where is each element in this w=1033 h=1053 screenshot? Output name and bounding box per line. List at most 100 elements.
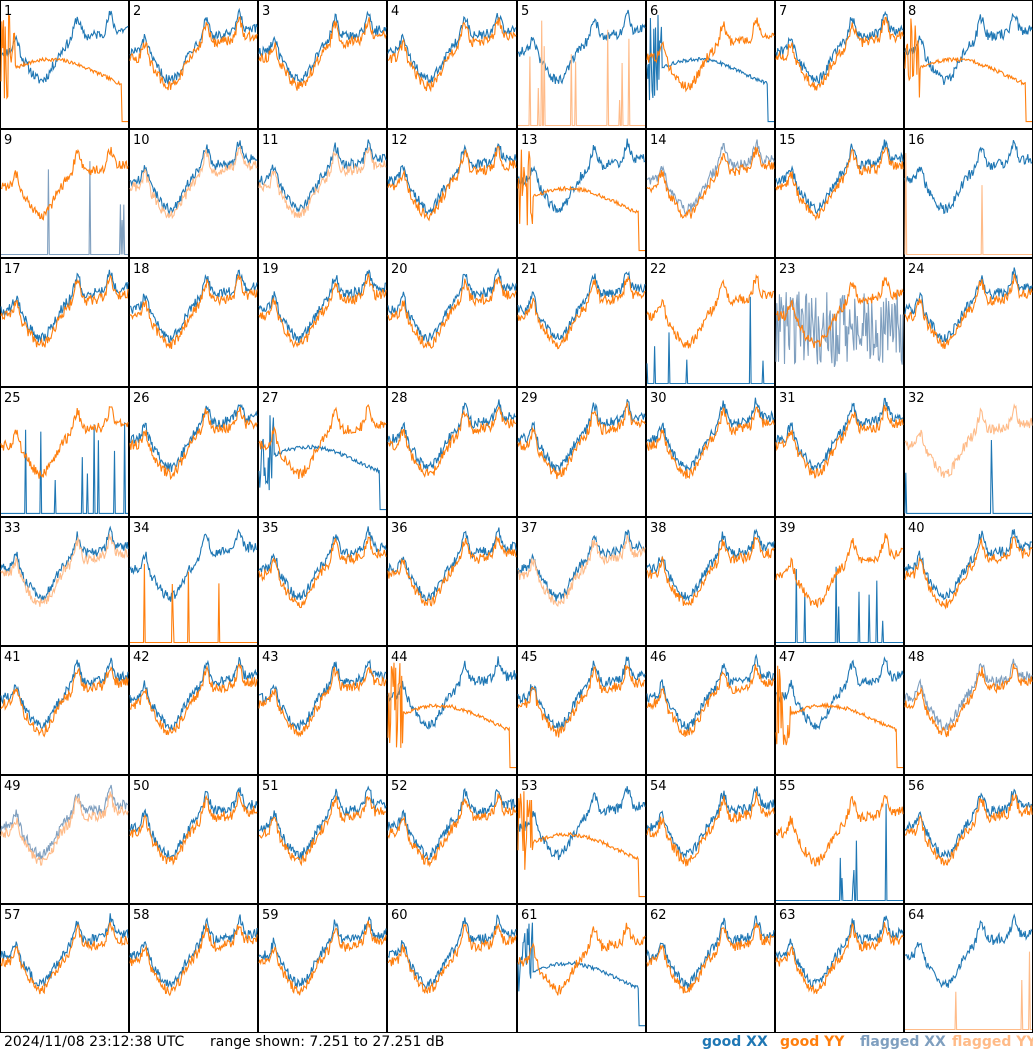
panel-12: 12 <box>387 129 517 258</box>
series-yy <box>646 146 775 219</box>
panel-41: 41 <box>0 646 129 775</box>
panel-23: 23 <box>775 258 904 387</box>
panel-54: 54 <box>646 775 775 904</box>
series-xx <box>129 140 258 216</box>
series-yy <box>646 406 775 480</box>
series-yy <box>775 533 904 609</box>
panel-43: 43 <box>258 646 387 775</box>
series-yy <box>0 146 129 221</box>
panel-label: 55 <box>779 779 796 794</box>
series-yy <box>517 791 645 898</box>
series-xx <box>646 397 775 471</box>
series-yy <box>904 152 1032 256</box>
panel-11: 11 <box>258 129 387 258</box>
series-yy <box>258 17 387 91</box>
series-yy <box>775 794 904 867</box>
panel-frame <box>775 129 904 258</box>
series-yy <box>387 406 517 478</box>
series-yy <box>517 922 646 996</box>
panel-frame <box>646 646 775 775</box>
series-yy <box>904 536 1033 610</box>
panel-frame <box>904 387 1033 517</box>
panel-10: 10 <box>129 129 258 258</box>
panel-label: 6 <box>650 4 658 19</box>
panel-label: 11 <box>262 133 279 148</box>
panel-47: 47 <box>775 646 904 775</box>
panel-frame <box>646 904 775 1033</box>
series-yy <box>129 923 258 997</box>
panel-label: 26 <box>133 391 150 406</box>
panel-label: 21 <box>521 262 538 277</box>
panel-label: 13 <box>521 133 538 148</box>
panel-56: 56 <box>904 775 1033 904</box>
panel-63: 63 <box>775 904 904 1033</box>
panel-frame <box>129 258 258 387</box>
panel-frame <box>517 258 646 387</box>
series-xx <box>387 787 517 862</box>
panel-13: 13 <box>517 129 646 258</box>
panel-label: 52 <box>391 779 408 794</box>
legend-flagged-xx: flagged XX <box>860 1034 946 1050</box>
series-xx <box>904 658 1033 732</box>
series-xx <box>129 528 258 602</box>
panel-label: 39 <box>779 521 796 536</box>
panel-3: 3 <box>258 0 387 129</box>
series-yy <box>518 20 645 127</box>
panel-1: 1 <box>0 0 129 129</box>
panel-frame <box>258 775 387 904</box>
panel-5: 5 <box>517 0 646 129</box>
panel-20: 20 <box>387 258 517 387</box>
series-xx <box>517 9 646 85</box>
panel-19: 19 <box>258 258 387 387</box>
panel-label: 61 <box>521 908 538 923</box>
panel-label: 17 <box>4 262 21 277</box>
legend-good-yy: good YY <box>780 1034 845 1050</box>
series-xx <box>904 12 1033 86</box>
panel-24: 24 <box>904 258 1033 387</box>
panel-60: 60 <box>387 904 517 1033</box>
panel-label: 19 <box>262 262 279 277</box>
panel-64: 64 <box>904 904 1033 1033</box>
series-yy <box>646 537 775 606</box>
range-text: range shown: 7.251 to 27.251 dB <box>210 1034 445 1050</box>
series-yy <box>905 951 1032 1031</box>
series-yy <box>646 17 775 93</box>
series-yy <box>258 795 387 867</box>
series-yy <box>517 535 646 607</box>
series-xx <box>517 786 646 861</box>
series-yy <box>775 16 904 91</box>
panel-2: 2 <box>129 0 258 129</box>
series-xx <box>1 161 128 256</box>
panel-label: 30 <box>650 391 667 406</box>
panel-37: 37 <box>517 517 646 646</box>
panel-label: 23 <box>779 262 796 277</box>
series-yy <box>130 563 257 644</box>
panel-frame <box>904 258 1033 387</box>
series-yy <box>387 145 517 222</box>
series-xx <box>0 784 129 860</box>
panel-frame <box>0 904 129 1033</box>
series-yy <box>904 18 1032 123</box>
panel-label: 34 <box>133 521 150 536</box>
panel-label: 43 <box>262 650 279 665</box>
panel-label: 25 <box>4 391 21 406</box>
series-xx <box>775 397 904 471</box>
panel-frame <box>646 258 775 387</box>
panel-frame <box>387 904 517 1033</box>
panel-4: 4 <box>387 0 517 129</box>
panel-26: 26 <box>129 387 258 517</box>
panel-frame <box>775 387 904 517</box>
panel-label: 2 <box>133 4 141 19</box>
panel-label: 42 <box>133 650 150 665</box>
panel-52: 52 <box>387 775 517 904</box>
timestamp: 2024/11/08 23:12:38 UTC <box>4 1034 185 1050</box>
panel-8: 8 <box>904 0 1033 129</box>
panel-label: 54 <box>650 779 667 794</box>
footer: 2024/11/08 23:12:38 UTC range shown: 7.2… <box>0 1033 1033 1053</box>
panel-frame <box>646 517 775 646</box>
panel-frame <box>387 258 517 387</box>
series-yy <box>129 791 258 866</box>
panel-57: 57 <box>0 904 129 1033</box>
panel-18: 18 <box>129 258 258 387</box>
panel-label: 27 <box>262 391 279 406</box>
